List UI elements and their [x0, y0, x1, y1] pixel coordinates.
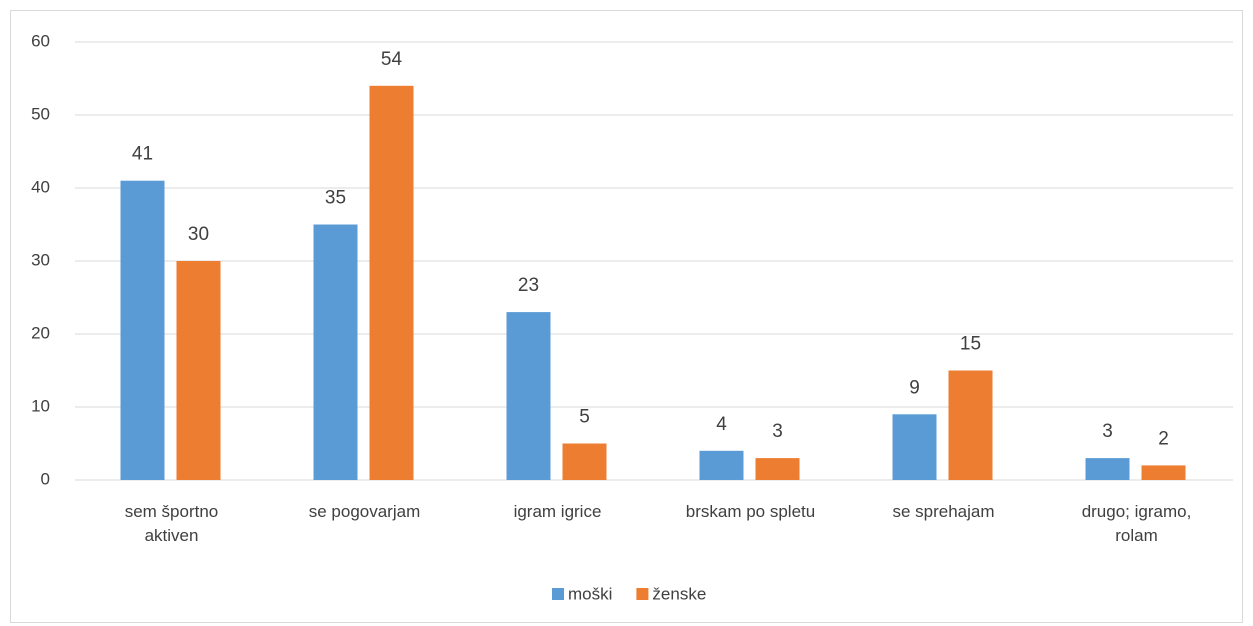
- data-label: 23: [518, 275, 539, 296]
- data-label: 9: [909, 377, 920, 398]
- data-label: 5: [579, 407, 590, 428]
- y-tick-label: 30: [31, 250, 50, 269]
- data-label: 15: [960, 334, 981, 355]
- y-tick-label: 20: [31, 323, 50, 342]
- bar: [699, 450, 744, 480]
- bar: [506, 312, 551, 480]
- data-label: 41: [132, 144, 153, 165]
- x-tick-label: sem športno aktiven: [124, 502, 219, 545]
- x-tick-label: se pogovarjam: [308, 502, 421, 521]
- data-label: 3: [1102, 421, 1113, 442]
- bar: [892, 414, 937, 480]
- data-label: 3: [772, 421, 783, 442]
- legend-swatch: [552, 588, 564, 600]
- data-label: 4: [716, 414, 727, 435]
- bar: [755, 458, 800, 480]
- y-tick-label: 50: [31, 104, 50, 123]
- data-label: 35: [325, 188, 346, 209]
- bar: [948, 370, 993, 480]
- y-tick-label: 60: [31, 31, 50, 50]
- legend-label: moški: [568, 584, 612, 603]
- y-tick-label: 10: [31, 396, 50, 415]
- chart-border: [10, 10, 1243, 623]
- legend-label: ženske: [652, 584, 706, 603]
- x-tick-label: se sprehajam: [892, 502, 995, 521]
- bar: [1141, 465, 1186, 480]
- y-tick-label: 0: [41, 469, 50, 488]
- bar: [1085, 458, 1130, 480]
- x-tick-label: igram igrice: [513, 502, 602, 521]
- bar: [369, 85, 414, 481]
- bar: [313, 224, 358, 480]
- legend-swatch: [636, 588, 649, 600]
- bar: [120, 180, 165, 480]
- data-label: 2: [1158, 428, 1169, 449]
- data-label: 30: [188, 224, 209, 245]
- x-tick-label: brskam po spletu: [685, 502, 816, 521]
- y-tick-label: 40: [31, 177, 50, 196]
- x-tick-label: drugo; igramo, rolam: [1081, 502, 1192, 545]
- bar: [562, 443, 607, 480]
- data-label: 54: [381, 49, 403, 70]
- bar: [176, 261, 221, 480]
